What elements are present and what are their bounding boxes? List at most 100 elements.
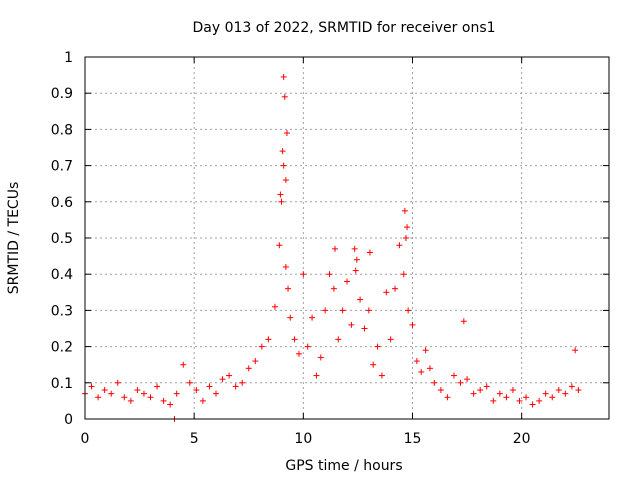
y-tick-label: 0.9: [51, 86, 73, 102]
y-tick-labels: 0 0.1 0.2 0.3 0.4 0.5 0.6 0.7 0.8 0.9 1: [51, 50, 73, 428]
y-tick-label: 1: [64, 50, 73, 66]
data-point: [281, 93, 288, 100]
data-point: [503, 394, 510, 401]
chart-title: Day 013 of 2022, SRMTID for receiver ons…: [192, 20, 495, 36]
data-point: [167, 401, 174, 408]
data-point: [322, 307, 329, 314]
data-point: [457, 379, 464, 386]
grid-lines: [85, 57, 609, 419]
data-point: [280, 73, 287, 80]
data-point: [405, 307, 412, 314]
data-point: [516, 397, 523, 404]
data-point: [265, 336, 272, 343]
data-point: [114, 379, 121, 386]
y-tick-label: 0.3: [51, 303, 73, 319]
data-point: [351, 245, 358, 252]
data-point: [361, 325, 368, 332]
data-point: [348, 321, 355, 328]
x-axis-title: GPS time / hours: [285, 458, 402, 474]
y-axis-title: SRMTID / TECUs: [6, 182, 22, 295]
data-point: [401, 207, 408, 214]
data-point: [509, 387, 516, 394]
data-point: [572, 347, 579, 354]
y-tick-label: 0.8: [51, 122, 73, 138]
data-point: [331, 245, 338, 252]
y-tick-label: 0.6: [51, 195, 73, 211]
data-point: [404, 224, 411, 231]
data-point: [353, 256, 360, 263]
data-point: [186, 379, 193, 386]
data-point: [562, 390, 569, 397]
data-point: [287, 314, 294, 321]
data-point: [370, 361, 377, 368]
data-point: [339, 307, 346, 314]
data-point: [271, 303, 278, 310]
data-point: [542, 390, 549, 397]
data-point: [206, 383, 213, 390]
data-point: [460, 318, 467, 325]
data-point: [232, 383, 239, 390]
x-tick-label: 15: [404, 431, 422, 447]
data-point: [252, 358, 259, 365]
data-point: [374, 343, 381, 350]
data-point: [490, 397, 497, 404]
data-point: [213, 390, 219, 397]
data-point: [291, 336, 298, 343]
axis-ticks: [84, 56, 609, 420]
data-point: [147, 394, 154, 401]
x-tick-label: 20: [513, 431, 531, 447]
data-point: [226, 372, 233, 379]
data-point: [101, 387, 108, 394]
data-point: [280, 162, 287, 169]
data-point: [309, 314, 316, 321]
data-point: [282, 177, 289, 184]
data-point: [464, 376, 471, 383]
y-tick-label: 0.5: [51, 231, 73, 247]
data-point: [536, 397, 543, 404]
data-point: [529, 401, 536, 408]
data-point: [431, 379, 438, 386]
data-point: [437, 387, 444, 394]
data-point: [326, 271, 333, 278]
x-tick-label: 0: [81, 431, 90, 447]
data-point: [88, 383, 95, 390]
data-point: [352, 267, 359, 274]
data-point: [496, 390, 503, 397]
data-point: [180, 361, 187, 368]
data-point: [444, 394, 451, 401]
y-tick-label: 0.4: [51, 267, 73, 283]
data-point: [258, 343, 265, 350]
x-tick-labels: 0 5 10 15 20: [81, 431, 531, 447]
data-point: [219, 376, 226, 383]
data-point: [396, 242, 403, 249]
data-point: [134, 387, 141, 394]
data-point: [523, 394, 530, 401]
data-point: [409, 321, 416, 328]
data-point: [295, 350, 302, 357]
data-point: [193, 387, 200, 394]
data-point: [95, 394, 102, 401]
data-point: [285, 285, 292, 292]
data-point: [418, 368, 425, 375]
data-point: [400, 271, 407, 278]
data-point: [392, 285, 399, 292]
data-point: [477, 387, 484, 394]
data-point: [199, 397, 206, 404]
data-point: [422, 347, 429, 354]
data-point: [344, 278, 350, 285]
data-point: [450, 372, 457, 379]
data-point: [402, 235, 409, 241]
data-point: [555, 387, 562, 394]
y-tick-label: 0.2: [51, 340, 73, 356]
data-point: [568, 383, 575, 390]
data-point: [108, 390, 115, 397]
data-point: [483, 383, 490, 390]
data-point: [173, 390, 180, 397]
data-point: [283, 130, 290, 137]
data-point: [279, 148, 286, 155]
data-point: [154, 383, 161, 390]
data-point: [383, 289, 390, 296]
data-point: [549, 394, 556, 401]
x-tick-label: 10: [294, 431, 312, 447]
y-tick-label: 0.7: [51, 159, 73, 175]
